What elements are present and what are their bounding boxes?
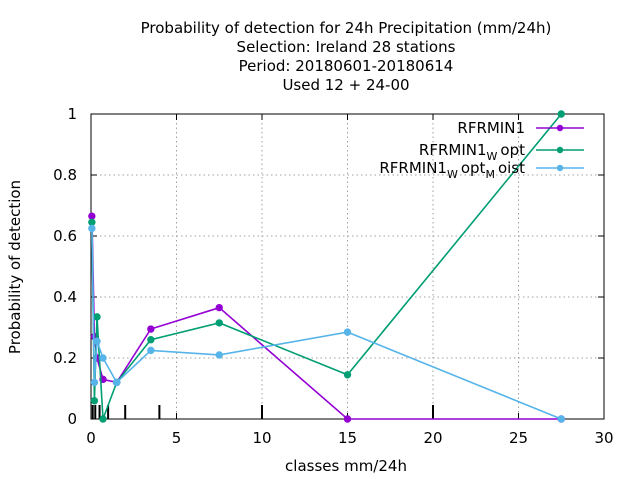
legend-marker	[556, 146, 564, 154]
legend-entry-1: RFRMIN1	[457, 119, 584, 137]
series-line	[91, 216, 562, 420]
data-point	[343, 328, 352, 336]
data-point	[99, 354, 107, 362]
x-tick-label: 30	[594, 429, 613, 447]
data-point	[215, 351, 223, 359]
x-tick-label: 20	[423, 429, 442, 447]
data-point	[88, 224, 96, 233]
y-axis-label: Probability of detection	[6, 180, 24, 354]
x-tick-label: 0	[86, 429, 96, 447]
data-point	[88, 218, 96, 226]
data-point	[88, 212, 96, 220]
axes: 0 5 10 15 20 25 30 0 0.2 0.4 0.6 0.8 1	[53, 105, 613, 447]
data-point	[557, 415, 565, 423]
x-tick-label: 5	[172, 429, 182, 447]
series-3	[88, 224, 565, 423]
chart-title: Probability of detection for 24h Precipi…	[141, 19, 552, 94]
data-point	[343, 371, 352, 379]
title-line-3: Period: 20180601-20180614	[239, 57, 454, 75]
legend-label: RFRMIN1W opt	[419, 141, 525, 163]
data-point	[93, 313, 101, 321]
x-tick-label: 15	[338, 429, 357, 447]
data-point	[90, 378, 99, 387]
grid	[91, 114, 604, 419]
legend-entry-2: RFRMIN1W opt	[419, 141, 584, 163]
data-point	[343, 415, 352, 423]
data-point	[147, 336, 155, 344]
y-tick-label: 0.4	[53, 288, 77, 306]
legend-label: RFRMIN1	[457, 119, 525, 137]
legend-marker	[556, 164, 564, 172]
data-point	[99, 415, 107, 423]
x-axis-label: classes mm/24h	[285, 457, 407, 475]
title-line-2: Selection: Ireland 28 stations	[237, 38, 456, 56]
x-tick-label: 25	[509, 429, 528, 447]
y-tick-label: 0	[67, 410, 77, 428]
data-point	[93, 337, 101, 345]
y-tick-label: 0.6	[53, 227, 77, 245]
data-point	[215, 319, 223, 327]
series-line	[91, 228, 562, 420]
x-tick-label: 10	[252, 429, 271, 447]
series-group	[88, 110, 565, 423]
data-point	[147, 346, 155, 355]
y-tick-label: 0.2	[53, 349, 77, 367]
y-tick-label: 1	[67, 105, 77, 123]
title-line-1: Probability of detection for 24h Precipi…	[141, 19, 552, 37]
legend-entry-3: RFRMIN1W optM oist	[379, 159, 584, 181]
legend-label: RFRMIN1W optM oist	[379, 159, 525, 181]
y-tick-label: 0.8	[53, 166, 77, 184]
data-point	[90, 397, 99, 405]
data-point	[557, 110, 565, 118]
data-point	[147, 325, 155, 333]
data-point	[112, 378, 121, 387]
data-point	[215, 303, 223, 312]
title-line-4: Used 12 + 24-00	[282, 76, 409, 94]
legend-marker	[556, 124, 564, 132]
